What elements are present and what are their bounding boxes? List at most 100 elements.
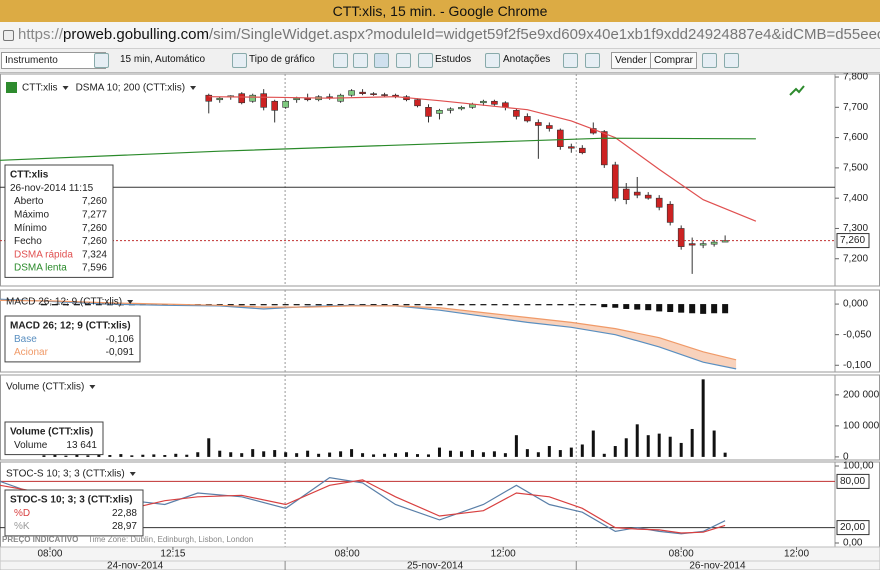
- panel-label: Volume (CTT:xlis): [6, 382, 84, 393]
- info-value: 13 641: [66, 440, 97, 451]
- annotations-dropdown[interactable]: Anotações: [503, 54, 551, 65]
- series-line: [0, 299, 737, 361]
- address-bar[interactable]: https://proweb.gobulling.com/sim/SingleW…: [0, 22, 880, 49]
- bar: [524, 304, 531, 306]
- candle-body: [546, 125, 553, 129]
- candle-body: [359, 91, 366, 94]
- info-label: Mínimo: [14, 223, 47, 234]
- info-box: [4, 421, 104, 456]
- zoom-in-icon[interactable]: [333, 53, 348, 68]
- panel-label: CTT:xlis: [22, 83, 58, 94]
- candle-body: [480, 100, 487, 104]
- url-host: proweb.gobulling.com: [63, 26, 209, 43]
- dropdown-arrow: [190, 86, 197, 90]
- bar: [97, 454, 101, 457]
- eraser-icon[interactable]: [563, 53, 578, 68]
- candle-body: [513, 110, 520, 117]
- y-tick-label: 7,400: [843, 193, 868, 204]
- trend-icon: [789, 85, 805, 96]
- footer-note: PREÇO INDICATIVO: [2, 535, 78, 544]
- bar: [273, 450, 277, 457]
- bar: [689, 304, 696, 314]
- dropdown-arrow: [89, 385, 96, 389]
- bar: [249, 304, 256, 306]
- bar: [546, 304, 553, 306]
- bar: [492, 451, 496, 457]
- symbol-icon: [6, 82, 17, 93]
- reset-icon[interactable]: [396, 53, 411, 68]
- export-icon[interactable]: [702, 53, 717, 68]
- bar: [591, 430, 595, 457]
- info-value: 28,97: [112, 521, 137, 532]
- toolbar: Instrumento 15 min, Automático Tipo de g…: [0, 49, 880, 73]
- chart-type-icon[interactable]: [232, 53, 247, 68]
- settings-icon[interactable]: [94, 53, 109, 68]
- info-box: [4, 315, 141, 363]
- zoom-out-icon[interactable]: [353, 53, 368, 68]
- bar: [502, 304, 509, 306]
- bar: [634, 304, 641, 310]
- annotations-icon[interactable]: [485, 53, 500, 68]
- y-tick-label: 7,300: [843, 223, 868, 234]
- info-title: CTT:xlis: [10, 170, 49, 181]
- candle-body: [666, 203, 674, 223]
- chart-type-dropdown[interactable]: Tipo de gráfico: [249, 54, 315, 65]
- x-tick-label: 08:00: [335, 549, 360, 560]
- bar: [470, 450, 474, 457]
- candle-body: [436, 110, 443, 114]
- info-title: Volume (CTT:xlis): [10, 427, 93, 438]
- candle-body: [655, 197, 663, 208]
- y-tick-label: 7,700: [843, 102, 868, 113]
- candle-body: [622, 188, 630, 200]
- studies-icon[interactable]: [418, 53, 433, 68]
- x-tick-label: 12:15: [160, 549, 185, 560]
- candle-body: [238, 93, 246, 104]
- buy-button[interactable]: Comprar: [650, 52, 697, 69]
- sell-button[interactable]: Vender: [611, 52, 651, 69]
- instrument-input[interactable]: Instrumento: [1, 52, 106, 69]
- cursor-icon[interactable]: [585, 53, 600, 68]
- interval-dropdown[interactable]: 15 min, Automático: [120, 54, 206, 65]
- bar: [95, 304, 102, 306]
- bar: [513, 304, 520, 306]
- bar: [86, 455, 90, 457]
- bar: [84, 304, 91, 306]
- info-label: Base: [14, 334, 37, 345]
- window-title: CTT:xlis, 15 min. - Google Chrome: [0, 0, 880, 22]
- bar: [580, 444, 584, 457]
- x-tick-label: 08:00: [37, 549, 62, 560]
- level-tag: [836, 520, 870, 536]
- bar: [218, 450, 222, 457]
- date-label: 26-nov-2014: [689, 561, 746, 570]
- panel-label: STOC-S 10; 3; 3 (CTT:xlis): [6, 469, 125, 480]
- bar: [350, 449, 354, 457]
- bar: [525, 449, 529, 457]
- date-label: 24-nov-2014: [107, 561, 164, 570]
- info-box: [4, 489, 144, 537]
- bar: [414, 304, 421, 306]
- info-label: DSMA rápida: [14, 249, 73, 260]
- bar: [317, 453, 321, 457]
- panel-label: MACD 26; 12; 9 (CTT:xlis): [6, 297, 122, 308]
- bar: [690, 428, 694, 457]
- bar: [458, 304, 465, 306]
- bar: [238, 304, 245, 306]
- x-tick-label: 12:00: [491, 549, 516, 560]
- crosshair-icon[interactable]: [374, 53, 389, 68]
- bar: [426, 454, 430, 457]
- bar: [339, 451, 343, 457]
- candle-body: [600, 131, 608, 166]
- bar: [284, 452, 288, 457]
- bar: [447, 304, 454, 306]
- bar: [370, 304, 377, 306]
- x-tick-label: 08:00: [669, 549, 694, 560]
- print-icon[interactable]: [724, 53, 739, 68]
- bar: [40, 304, 47, 306]
- y-tick-label: 100,00: [843, 461, 874, 472]
- studies-dropdown[interactable]: Estudos: [435, 54, 472, 65]
- bar: [701, 379, 705, 457]
- info-value: 7,260: [82, 196, 107, 207]
- candle-body: [293, 97, 300, 101]
- panel-frame: [0, 374, 880, 461]
